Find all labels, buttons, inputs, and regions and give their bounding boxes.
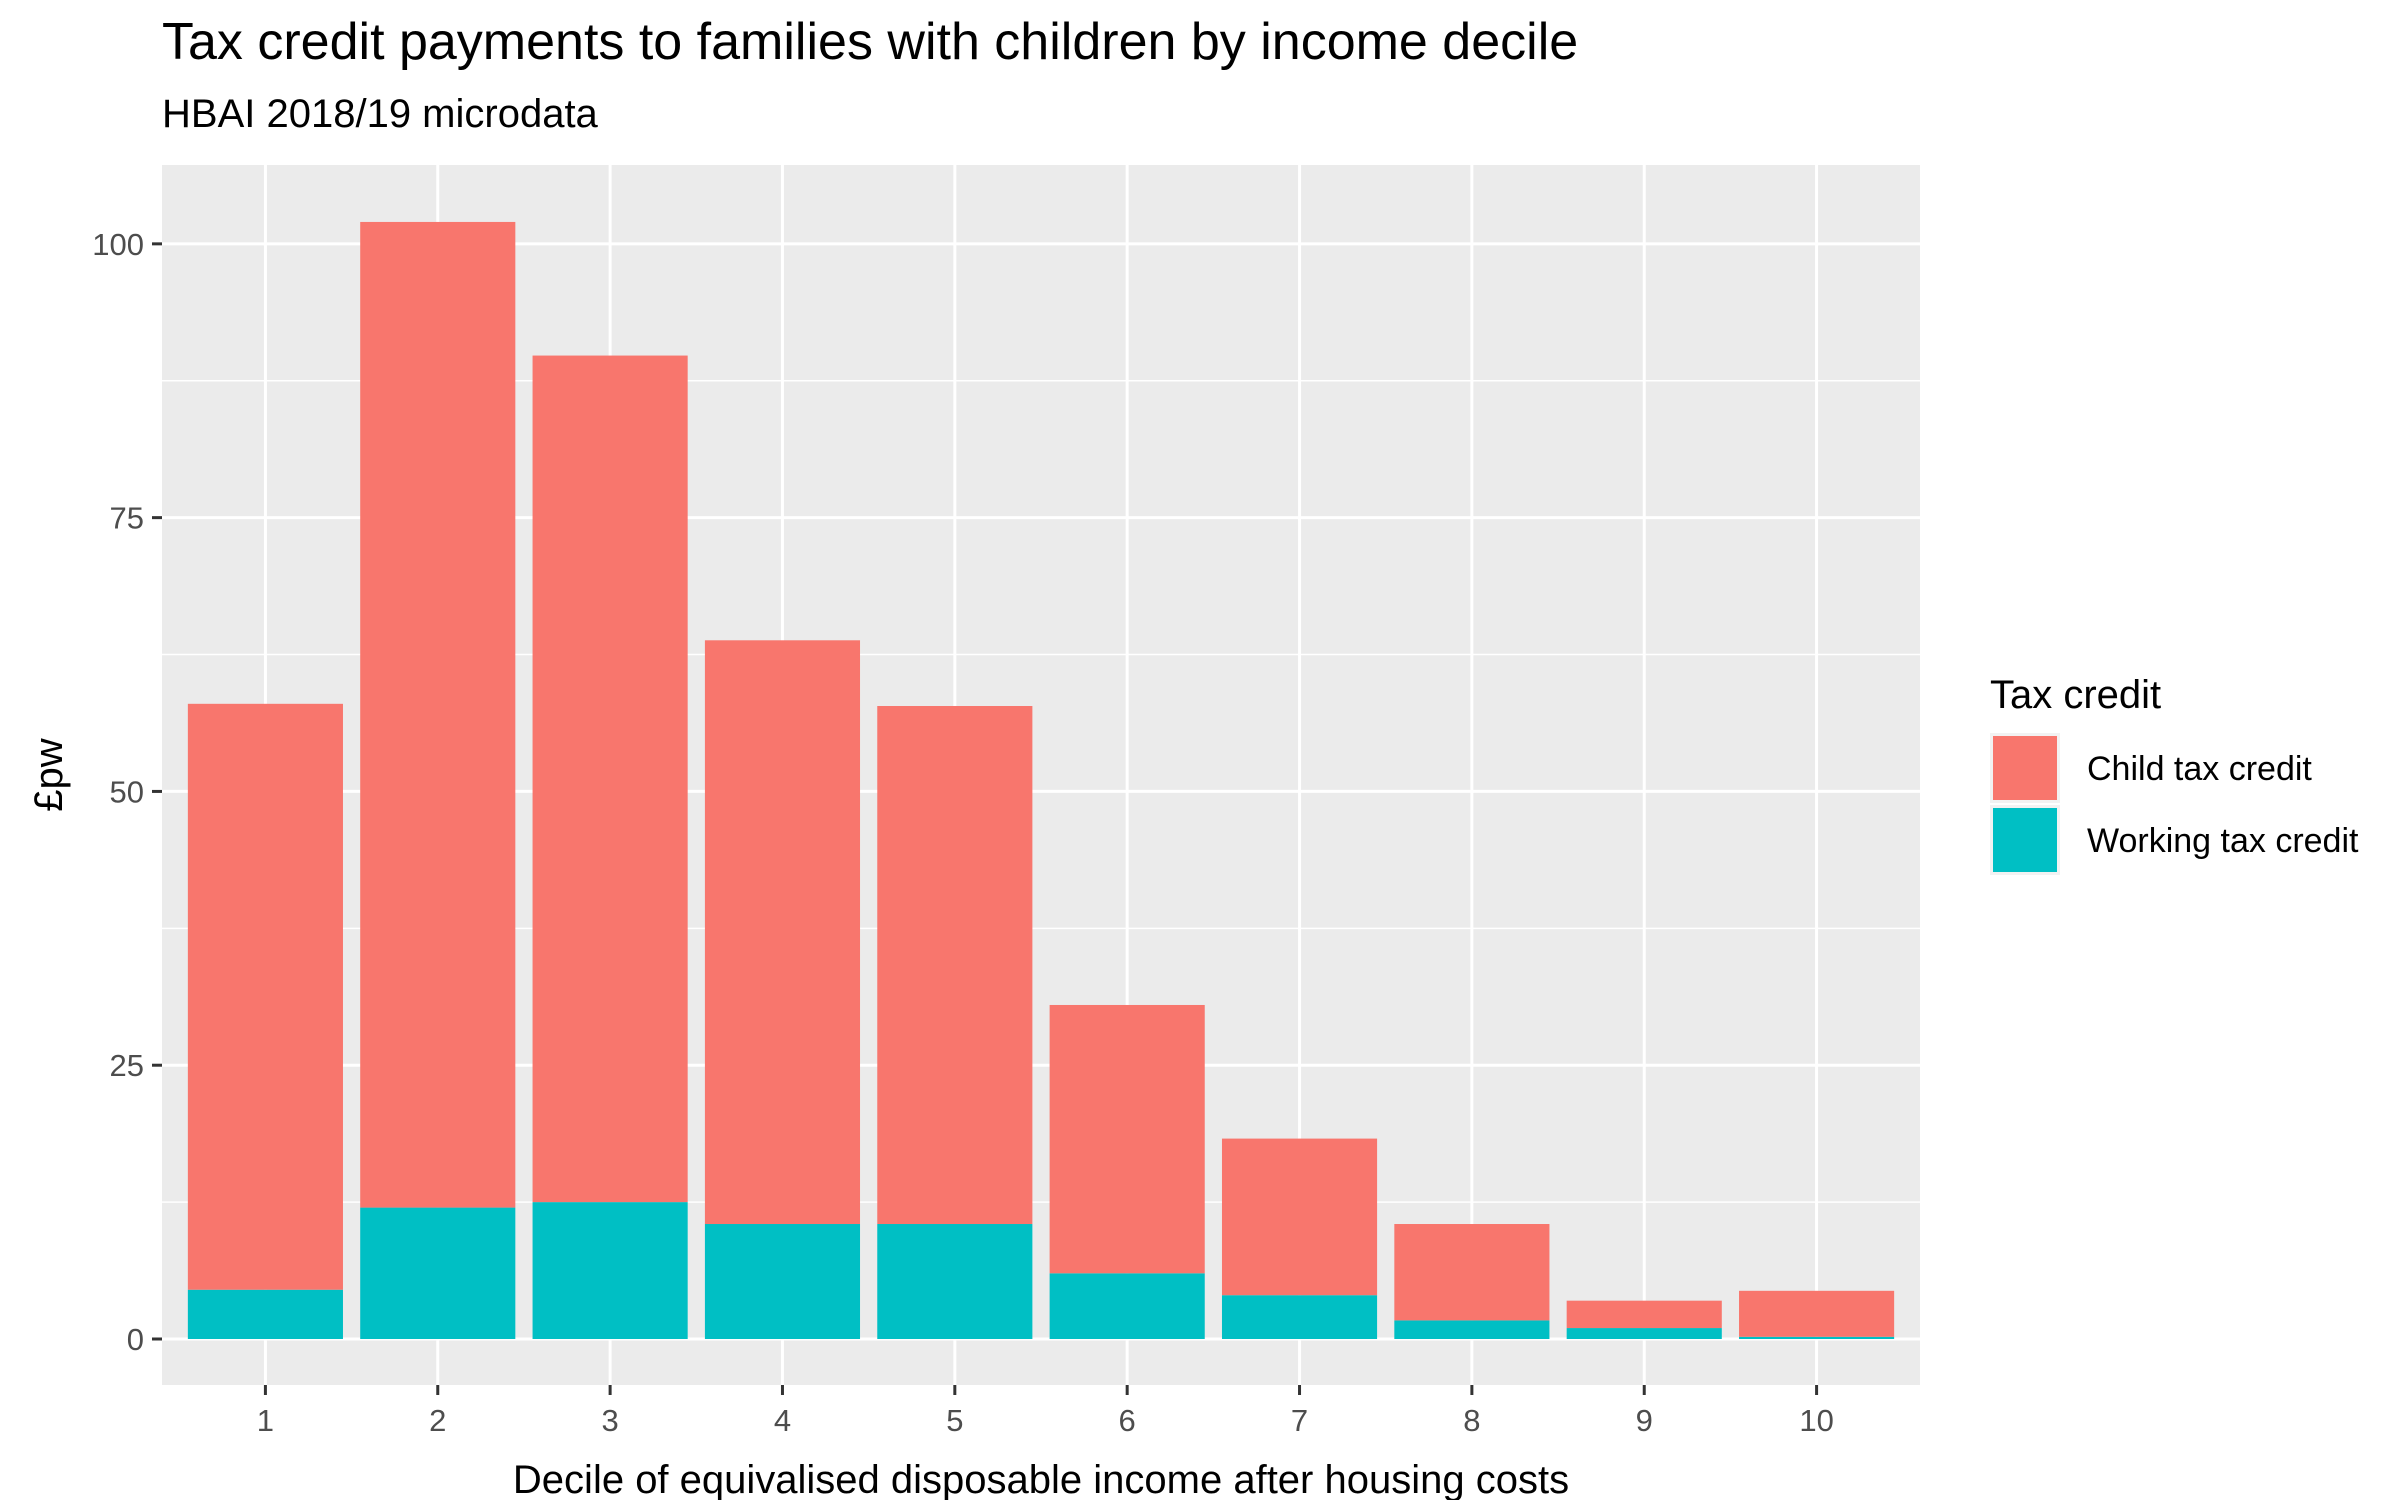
bar-working-tax-credit-decile-6 bbox=[1049, 1273, 1205, 1340]
x-tick-label: 3 bbox=[601, 1403, 618, 1438]
bar-working-tax-credit-decile-3 bbox=[532, 1202, 688, 1340]
bar-child-tax-credit-decile-6 bbox=[1049, 1004, 1205, 1274]
y-axis-title: £pw bbox=[27, 738, 71, 811]
bar-child-tax-credit-decile-7 bbox=[1221, 1138, 1378, 1296]
legend-swatch-working-tax-credit bbox=[1993, 808, 2057, 872]
bar-child-tax-credit-decile-8 bbox=[1394, 1224, 1550, 1321]
bar-working-tax-credit-decile-9 bbox=[1566, 1328, 1722, 1340]
chart-title: Tax credit payments to families with chi… bbox=[162, 13, 1579, 71]
x-tick-label: 8 bbox=[1463, 1403, 1480, 1438]
bar-child-tax-credit-decile-2 bbox=[360, 221, 516, 1208]
x-axis-title: Decile of equivalised disposable income … bbox=[513, 1458, 1569, 1500]
legend: Tax credit Child tax credit Working tax c… bbox=[1990, 673, 2359, 875]
x-axis: 1 2 3 4 5 6 7 8 9 10 bbox=[257, 1385, 1834, 1438]
x-tick-label: 1 bbox=[257, 1403, 274, 1438]
legend-label-working-tax-credit: Working tax credit bbox=[2087, 822, 2359, 860]
bar-child-tax-credit-decile-10 bbox=[1739, 1290, 1895, 1337]
chart-subtitle: HBAI 2018/19 microdata bbox=[162, 92, 598, 136]
bar-working-tax-credit-decile-10 bbox=[1739, 1336, 1895, 1340]
x-tick-label: 5 bbox=[946, 1403, 963, 1438]
x-tick-label: 9 bbox=[1636, 1403, 1653, 1438]
x-tick-label: 6 bbox=[1119, 1403, 1136, 1438]
bar-working-tax-credit-decile-2 bbox=[360, 1207, 516, 1340]
y-tick-label: 100 bbox=[92, 227, 144, 262]
bar-working-tax-credit-decile-5 bbox=[877, 1224, 1033, 1340]
legend-label-child-tax-credit: Child tax credit bbox=[2087, 750, 2312, 788]
y-tick-label: 0 bbox=[127, 1322, 144, 1357]
bars bbox=[187, 221, 1895, 1340]
bar-child-tax-credit-decile-4 bbox=[704, 640, 861, 1225]
legend-swatch-child-tax-credit bbox=[1993, 736, 2057, 800]
x-tick-label: 4 bbox=[774, 1403, 791, 1438]
y-tick-label: 75 bbox=[110, 501, 144, 536]
bar-working-tax-credit-decile-8 bbox=[1394, 1320, 1550, 1340]
legend-title: Tax credit bbox=[1990, 673, 2161, 717]
y-tick-label: 50 bbox=[110, 774, 144, 809]
bar-child-tax-credit-decile-5 bbox=[877, 706, 1033, 1225]
x-tick-label: 7 bbox=[1291, 1403, 1308, 1438]
bar-working-tax-credit-decile-7 bbox=[1221, 1295, 1378, 1340]
bar-working-tax-credit-decile-4 bbox=[704, 1224, 861, 1340]
x-tick-label: 10 bbox=[1799, 1403, 1833, 1438]
bar-working-tax-credit-decile-1 bbox=[187, 1289, 343, 1340]
y-tick-label: 25 bbox=[110, 1048, 144, 1083]
bar-child-tax-credit-decile-9 bbox=[1566, 1300, 1722, 1329]
bar-child-tax-credit-decile-3 bbox=[532, 355, 688, 1203]
bar-child-tax-credit-decile-1 bbox=[187, 703, 343, 1290]
x-tick-label: 2 bbox=[429, 1403, 446, 1438]
y-axis: 0 25 50 75 100 bbox=[92, 227, 162, 1357]
